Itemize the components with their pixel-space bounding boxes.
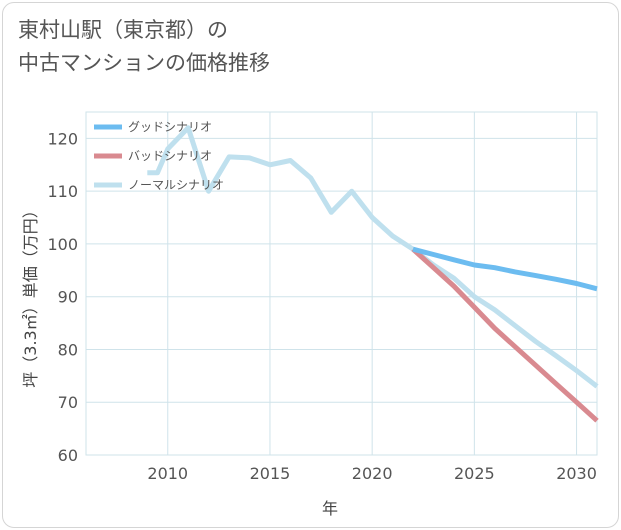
series-lines <box>147 125 599 423</box>
x-axis-label: 年 <box>322 499 338 518</box>
plot-area <box>85 111 598 456</box>
y-tick-label: 120 <box>47 129 78 148</box>
y-tick-label: 110 <box>47 182 78 201</box>
chart-title-line1: 東村山駅（東京都）の <box>18 18 228 42</box>
series-line-2 <box>147 125 599 389</box>
x-tick-label: 2015 <box>250 464 291 483</box>
axis-ticks: 60 70 80 90 100 110 120 2010 2015 2020 2025 2030 <box>47 129 596 483</box>
x-tick-label: 2025 <box>454 464 495 483</box>
series-line-1 <box>411 247 599 423</box>
y-axis-label: 坪（3.3㎡）単価（万円） <box>21 202 40 387</box>
x-tick-label: 2010 <box>147 464 188 483</box>
legend-label-1: バッドシナリオ <box>128 149 212 163</box>
series-line-0 <box>412 246 598 292</box>
y-tick-label: 100 <box>47 235 78 254</box>
legend-label-2: ノーマルシナリオ <box>128 178 224 192</box>
x-tick-label: 2030 <box>556 464 597 483</box>
legend-label-0: グッドシナリオ <box>128 120 212 134</box>
y-tick-label: 80 <box>58 340 78 359</box>
chart-title-line2: 中古マンションの価格推移 <box>18 51 270 75</box>
y-tick-label: 90 <box>58 288 78 307</box>
y-tick-label: 60 <box>58 446 78 465</box>
chart-title: 東村山駅（東京都）の 中古マンションの価格推移 <box>18 14 270 80</box>
x-tick-label: 2020 <box>352 464 393 483</box>
y-tick-label: 70 <box>58 393 78 412</box>
